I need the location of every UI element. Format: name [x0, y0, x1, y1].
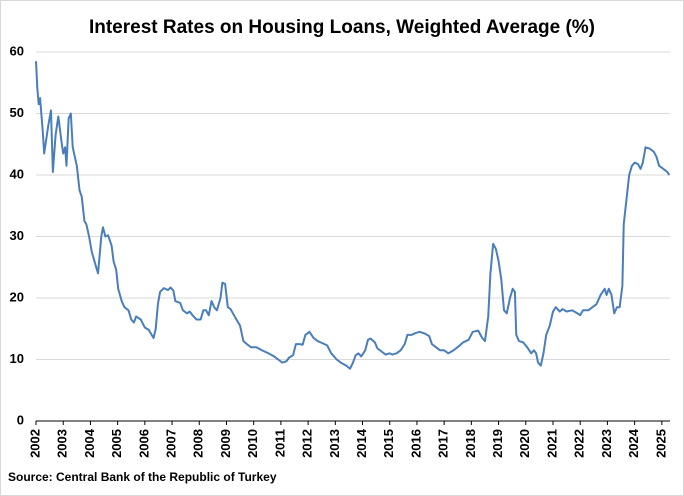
- x-tick-label: 2020: [517, 429, 532, 458]
- x-tick-label: 2003: [55, 429, 70, 458]
- x-tick-label: 2011: [272, 429, 287, 457]
- y-tick-label: 60: [10, 43, 24, 58]
- x-tick-label: 2017: [436, 429, 451, 458]
- y-tick-label: 20: [10, 289, 24, 304]
- x-tick-label: 2013: [327, 429, 342, 458]
- x-tick-label: 2014: [354, 428, 369, 458]
- x-tick-label: 2002: [27, 429, 42, 458]
- x-tick-label: 2018: [463, 429, 478, 458]
- x-tick-label: 2025: [653, 429, 668, 458]
- x-tick-label: 2019: [490, 429, 505, 458]
- y-tick-label: 10: [10, 351, 24, 366]
- x-tick-label: 2006: [136, 429, 151, 458]
- y-tick-label: 0: [17, 412, 24, 427]
- x-tick-label: 2022: [572, 429, 587, 458]
- x-tick-label: 2007: [163, 429, 178, 458]
- chart-title: Interest Rates on Housing Loans, Weighte…: [89, 17, 595, 38]
- y-tick-label: 40: [10, 166, 24, 181]
- x-tick-label: 2016: [408, 429, 423, 458]
- x-tick-label: 2004: [82, 428, 97, 458]
- x-tick-label: 2012: [300, 429, 315, 458]
- x-tick-label: 2005: [109, 429, 124, 458]
- x-tick-label: 2015: [381, 429, 396, 458]
- y-tick-label: 30: [10, 228, 24, 243]
- source-note: Source: Central Bank of the Republic of …: [8, 470, 277, 484]
- x-tick-label: 2010: [245, 429, 260, 458]
- data-line: [35, 61, 671, 370]
- x-tick-label: 2023: [599, 429, 614, 458]
- x-tick-label: 2009: [218, 429, 233, 458]
- x-tick-label: 2021: [544, 429, 559, 458]
- x-tick-label: 2008: [191, 429, 206, 458]
- y-tick-label: 50: [10, 105, 24, 120]
- x-tick-label: 2024: [626, 428, 641, 458]
